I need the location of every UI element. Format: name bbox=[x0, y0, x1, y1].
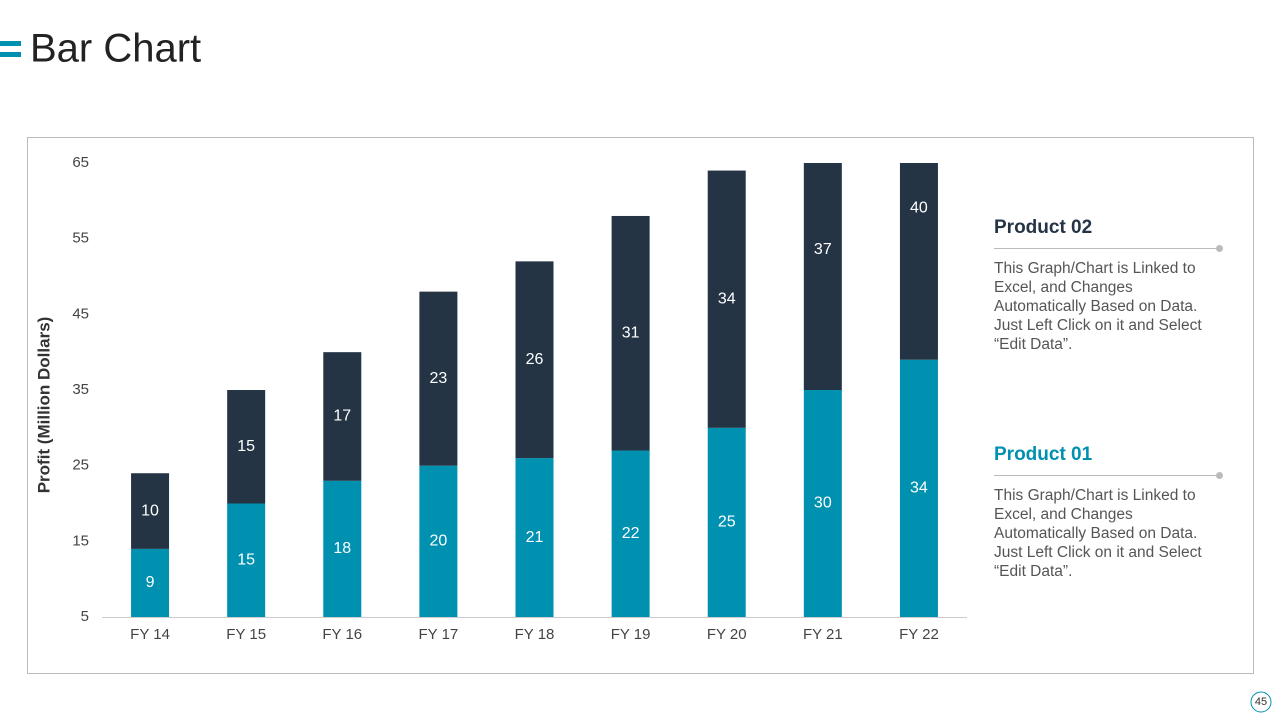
bar-segment bbox=[227, 503, 266, 617]
value-label: 10 bbox=[141, 502, 159, 519]
x-tick-label: FY 22 bbox=[899, 626, 939, 643]
legend-item: Product 01 This Graph/Chart is Linked to … bbox=[994, 444, 1226, 581]
y-tick-label: 55 bbox=[72, 230, 89, 247]
bar-segment bbox=[611, 450, 650, 617]
y-tick-label: 65 bbox=[72, 154, 89, 171]
value-label: 23 bbox=[429, 370, 447, 387]
bar-segment bbox=[707, 427, 746, 617]
title-icon bbox=[0, 41, 21, 46]
x-tick-label: FY 19 bbox=[611, 626, 651, 643]
value-label: 34 bbox=[910, 480, 928, 497]
bar-segment bbox=[803, 163, 842, 391]
value-label: 26 bbox=[526, 351, 544, 368]
value-label: 25 bbox=[718, 514, 736, 531]
value-label: 9 bbox=[146, 574, 155, 591]
value-label: 31 bbox=[622, 324, 640, 341]
x-tick-label: FY 14 bbox=[130, 626, 170, 643]
title-icon bbox=[0, 52, 21, 57]
bar-segment bbox=[323, 352, 362, 481]
y-tick-label: 25 bbox=[72, 457, 89, 474]
value-label: 37 bbox=[814, 241, 832, 258]
y-tick-label: 15 bbox=[72, 532, 89, 549]
bar-segment bbox=[899, 163, 938, 360]
bar-segment bbox=[515, 261, 554, 459]
x-tick-label: FY 17 bbox=[419, 626, 459, 643]
bar-segment bbox=[899, 359, 938, 617]
bar-segment bbox=[419, 291, 458, 466]
value-label: 22 bbox=[622, 525, 640, 542]
legend-label: Product 02 bbox=[994, 217, 1093, 238]
bar-segment bbox=[515, 458, 554, 617]
bar-segment bbox=[611, 215, 650, 451]
y-tick-label: 45 bbox=[72, 305, 89, 322]
page-number: 45 bbox=[1255, 696, 1267, 708]
bar-segment bbox=[323, 480, 362, 617]
x-tick-label: FY 15 bbox=[226, 626, 266, 643]
bar-segment bbox=[131, 548, 170, 617]
legend-description: This Graph/Chart is Linked to Excel, and… bbox=[994, 487, 1202, 580]
legend-rule bbox=[994, 472, 1223, 479]
slide-title: Bar Chart bbox=[30, 27, 201, 71]
value-label: 20 bbox=[429, 533, 447, 550]
y-tick-label: 35 bbox=[72, 381, 89, 398]
value-label: 30 bbox=[814, 495, 832, 512]
bar-segment bbox=[803, 390, 842, 617]
value-label: 15 bbox=[237, 551, 255, 568]
x-tick-label: FY 18 bbox=[515, 626, 555, 643]
x-tick-label: FY 16 bbox=[322, 626, 362, 643]
legend-rule bbox=[994, 245, 1223, 252]
bar-segment bbox=[227, 390, 266, 504]
bar-segment bbox=[707, 170, 746, 428]
x-tick-label: FY 21 bbox=[803, 626, 843, 643]
bar-segment bbox=[131, 473, 170, 549]
plot-area bbox=[131, 163, 938, 617]
value-label: 15 bbox=[237, 438, 255, 455]
legend-item: Product 02 This Graph/Chart is Linked to … bbox=[994, 217, 1226, 354]
value-label: 40 bbox=[910, 200, 928, 217]
legend-label: Product 01 bbox=[994, 444, 1093, 465]
y-tick-label: 5 bbox=[81, 608, 89, 625]
value-label: 18 bbox=[333, 540, 351, 557]
value-label: 21 bbox=[526, 529, 544, 546]
page-badge bbox=[1250, 691, 1272, 713]
chart-frame bbox=[27, 137, 1254, 674]
x-tick-label: FY 20 bbox=[707, 626, 747, 643]
bar-segment bbox=[419, 465, 458, 617]
legend-description: This Graph/Chart is Linked to Excel, and… bbox=[994, 260, 1202, 353]
y-axis-label: Profit (Million Dollars) bbox=[34, 317, 53, 494]
value-label: 34 bbox=[718, 290, 736, 307]
value-label: 17 bbox=[333, 408, 351, 425]
